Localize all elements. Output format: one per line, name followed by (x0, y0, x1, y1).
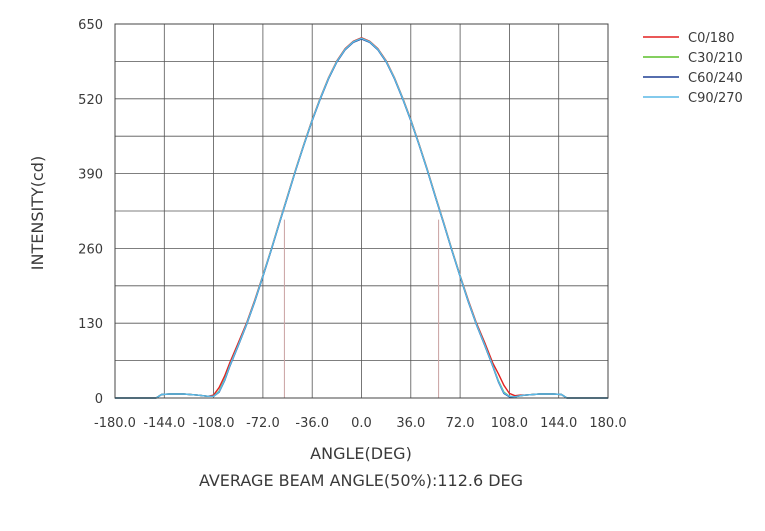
y-tick-label: 0 (95, 392, 103, 407)
chart-subtitle: AVERAGE BEAM ANGLE(50%):112.6 DEG (199, 471, 523, 490)
x-tick-label: 144.0 (540, 416, 577, 431)
series-lines (115, 37, 608, 399)
x-tick-label: -36.0 (295, 416, 329, 431)
x-tick-label: 108.0 (491, 416, 528, 431)
x-tick-label: -180.0 (94, 416, 136, 431)
x-tick-label: 180.0 (589, 416, 626, 431)
plot-frame (114, 23, 609, 399)
legend-label: C30/210 (688, 51, 743, 66)
half-max-markers (283, 219, 440, 398)
x-tick-label: -72.0 (246, 416, 280, 431)
y-tick-label: 130 (78, 317, 103, 332)
x-axis-title: ANGLE(DEG) (310, 444, 412, 463)
legend-label: C0/180 (688, 31, 735, 46)
x-tick-label: -108.0 (193, 416, 235, 431)
x-tick-label: 36.0 (396, 416, 425, 431)
y-tick-label: 260 (78, 242, 103, 257)
y-tick-label: 520 (78, 93, 103, 108)
legend-label: C60/240 (688, 71, 743, 86)
legend-label: C90/270 (688, 91, 743, 106)
y-tick-label: 650 (78, 18, 103, 33)
x-tick-label: 72.0 (446, 416, 475, 431)
x-tick-label: -144.0 (143, 416, 185, 431)
y-tick-label: 390 (78, 168, 103, 183)
x-tick-label: 0.0 (351, 416, 372, 431)
grid (114, 23, 609, 399)
y-axis-title: INTENSITY(cd) (28, 156, 47, 270)
x-tick-labels: -180.0 -144.0 -108.0 -72.0 -36.0 0.0 36.0 72.0 1… (94, 416, 627, 431)
legend: C0/180 C30/210 C60/240 C90/270 (643, 31, 743, 106)
series-line-C90-270 (115, 37, 608, 399)
y-tick-labels: 0 130 260 390 520 650 (78, 18, 103, 407)
plot-border (114, 23, 609, 399)
